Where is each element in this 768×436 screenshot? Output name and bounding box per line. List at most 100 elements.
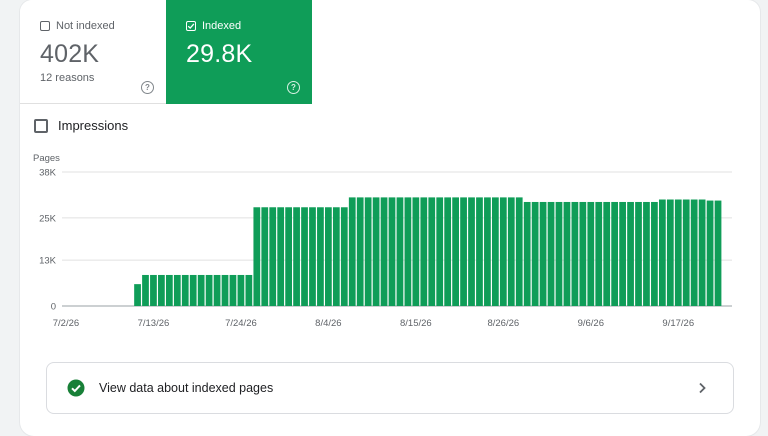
bar [468, 197, 475, 306]
bar [428, 197, 436, 306]
bar [364, 197, 372, 306]
bar [150, 274, 157, 306]
x-tick-label: 8/26/26 [487, 318, 519, 329]
bar [658, 199, 666, 306]
y-tick-label: 0 [51, 302, 56, 313]
chevron-right-icon [699, 382, 706, 394]
bar [134, 284, 141, 306]
checkmark-icon [187, 23, 195, 30]
impressions-checkbox[interactable] [34, 118, 48, 133]
bar [515, 197, 523, 306]
x-tick-label: 7/2/26 [53, 318, 79, 329]
bar [523, 201, 531, 306]
bar [674, 199, 682, 306]
bar [603, 201, 611, 306]
bar [460, 197, 467, 306]
bar [635, 201, 642, 306]
bar [412, 197, 420, 306]
not-indexed-label-row: Not indexed [40, 20, 115, 32]
bar [452, 197, 459, 306]
bar [619, 201, 626, 306]
bar [293, 207, 300, 306]
bar [396, 197, 404, 306]
bar [420, 197, 428, 306]
x-tick-label: 9/6/26 [578, 318, 604, 329]
y-tick-label: 38K [39, 168, 57, 179]
bar [595, 201, 603, 306]
bar [142, 274, 149, 306]
bar [507, 197, 515, 306]
bar [158, 274, 165, 306]
unchecked-checkbox-icon[interactable] [40, 21, 50, 31]
bar [436, 197, 444, 306]
bar [380, 197, 388, 306]
indexed-label: Indexed [202, 20, 242, 32]
view-indexed-pages-label: View data about indexed pages [99, 381, 274, 395]
bar [682, 199, 690, 306]
bar [579, 201, 587, 306]
bar [261, 207, 269, 306]
x-tick-label: 8/15/26 [400, 318, 432, 329]
bar [205, 274, 213, 306]
bar [531, 201, 539, 306]
bar [651, 201, 658, 306]
x-tick-label: 7/13/26 [138, 318, 170, 329]
bar [340, 207, 348, 306]
bar [269, 207, 277, 306]
bar [317, 207, 324, 306]
help-icon[interactable]: ? [287, 81, 300, 94]
y-tick-label: 25K [39, 213, 57, 224]
bar [332, 207, 340, 306]
bar [404, 197, 412, 306]
bar [245, 274, 253, 306]
bar [213, 274, 221, 306]
bar [444, 197, 452, 306]
bar [555, 201, 563, 306]
impressions-toggle[interactable]: Impressions [34, 118, 128, 133]
not-indexed-label: Not indexed [56, 20, 115, 32]
x-tick-label: 7/24/26 [225, 318, 257, 329]
index-coverage-card: Not indexed 402K 12 reasons ? Indexed 29… [20, 0, 760, 436]
bar [666, 199, 674, 306]
bar [714, 200, 722, 306]
indexed-tile[interactable]: Indexed 29.8K ? [166, 0, 312, 104]
bar [706, 200, 714, 306]
bar [181, 274, 189, 306]
bar [571, 201, 579, 306]
bar [348, 197, 356, 306]
bar [356, 197, 364, 306]
bar [285, 207, 293, 306]
bar [698, 199, 706, 306]
checked-checkbox-icon[interactable] [186, 21, 196, 31]
check-circle-icon [67, 379, 85, 397]
bar [476, 197, 483, 306]
bar [325, 207, 332, 306]
bar [690, 199, 698, 306]
bar [197, 274, 205, 306]
bar [539, 201, 547, 306]
bar [229, 274, 237, 306]
bar [643, 201, 650, 306]
help-icon[interactable]: ? [141, 81, 154, 94]
x-tick-label: 9/17/26 [662, 318, 694, 329]
impressions-label: Impressions [58, 118, 129, 133]
bar [173, 274, 181, 306]
bar [253, 207, 261, 306]
not-indexed-reasons: 12 reasons [40, 72, 95, 84]
bar [484, 197, 491, 306]
indexed-value: 29.8K [186, 40, 253, 68]
not-indexed-tile[interactable]: Not indexed 402K 12 reasons ? [20, 0, 166, 104]
bar [237, 274, 245, 306]
y-axis-label: Pages [33, 153, 60, 164]
bar [563, 201, 571, 306]
bar [547, 201, 555, 306]
view-indexed-pages-button[interactable]: View data about indexed pages [46, 362, 734, 414]
indexed-label-row: Indexed [186, 20, 241, 32]
bar [587, 201, 595, 306]
bar [301, 207, 308, 306]
bar [388, 197, 396, 306]
bar [611, 201, 619, 306]
bar [491, 197, 499, 306]
bar [309, 207, 316, 306]
not-indexed-value: 402K [40, 40, 100, 68]
